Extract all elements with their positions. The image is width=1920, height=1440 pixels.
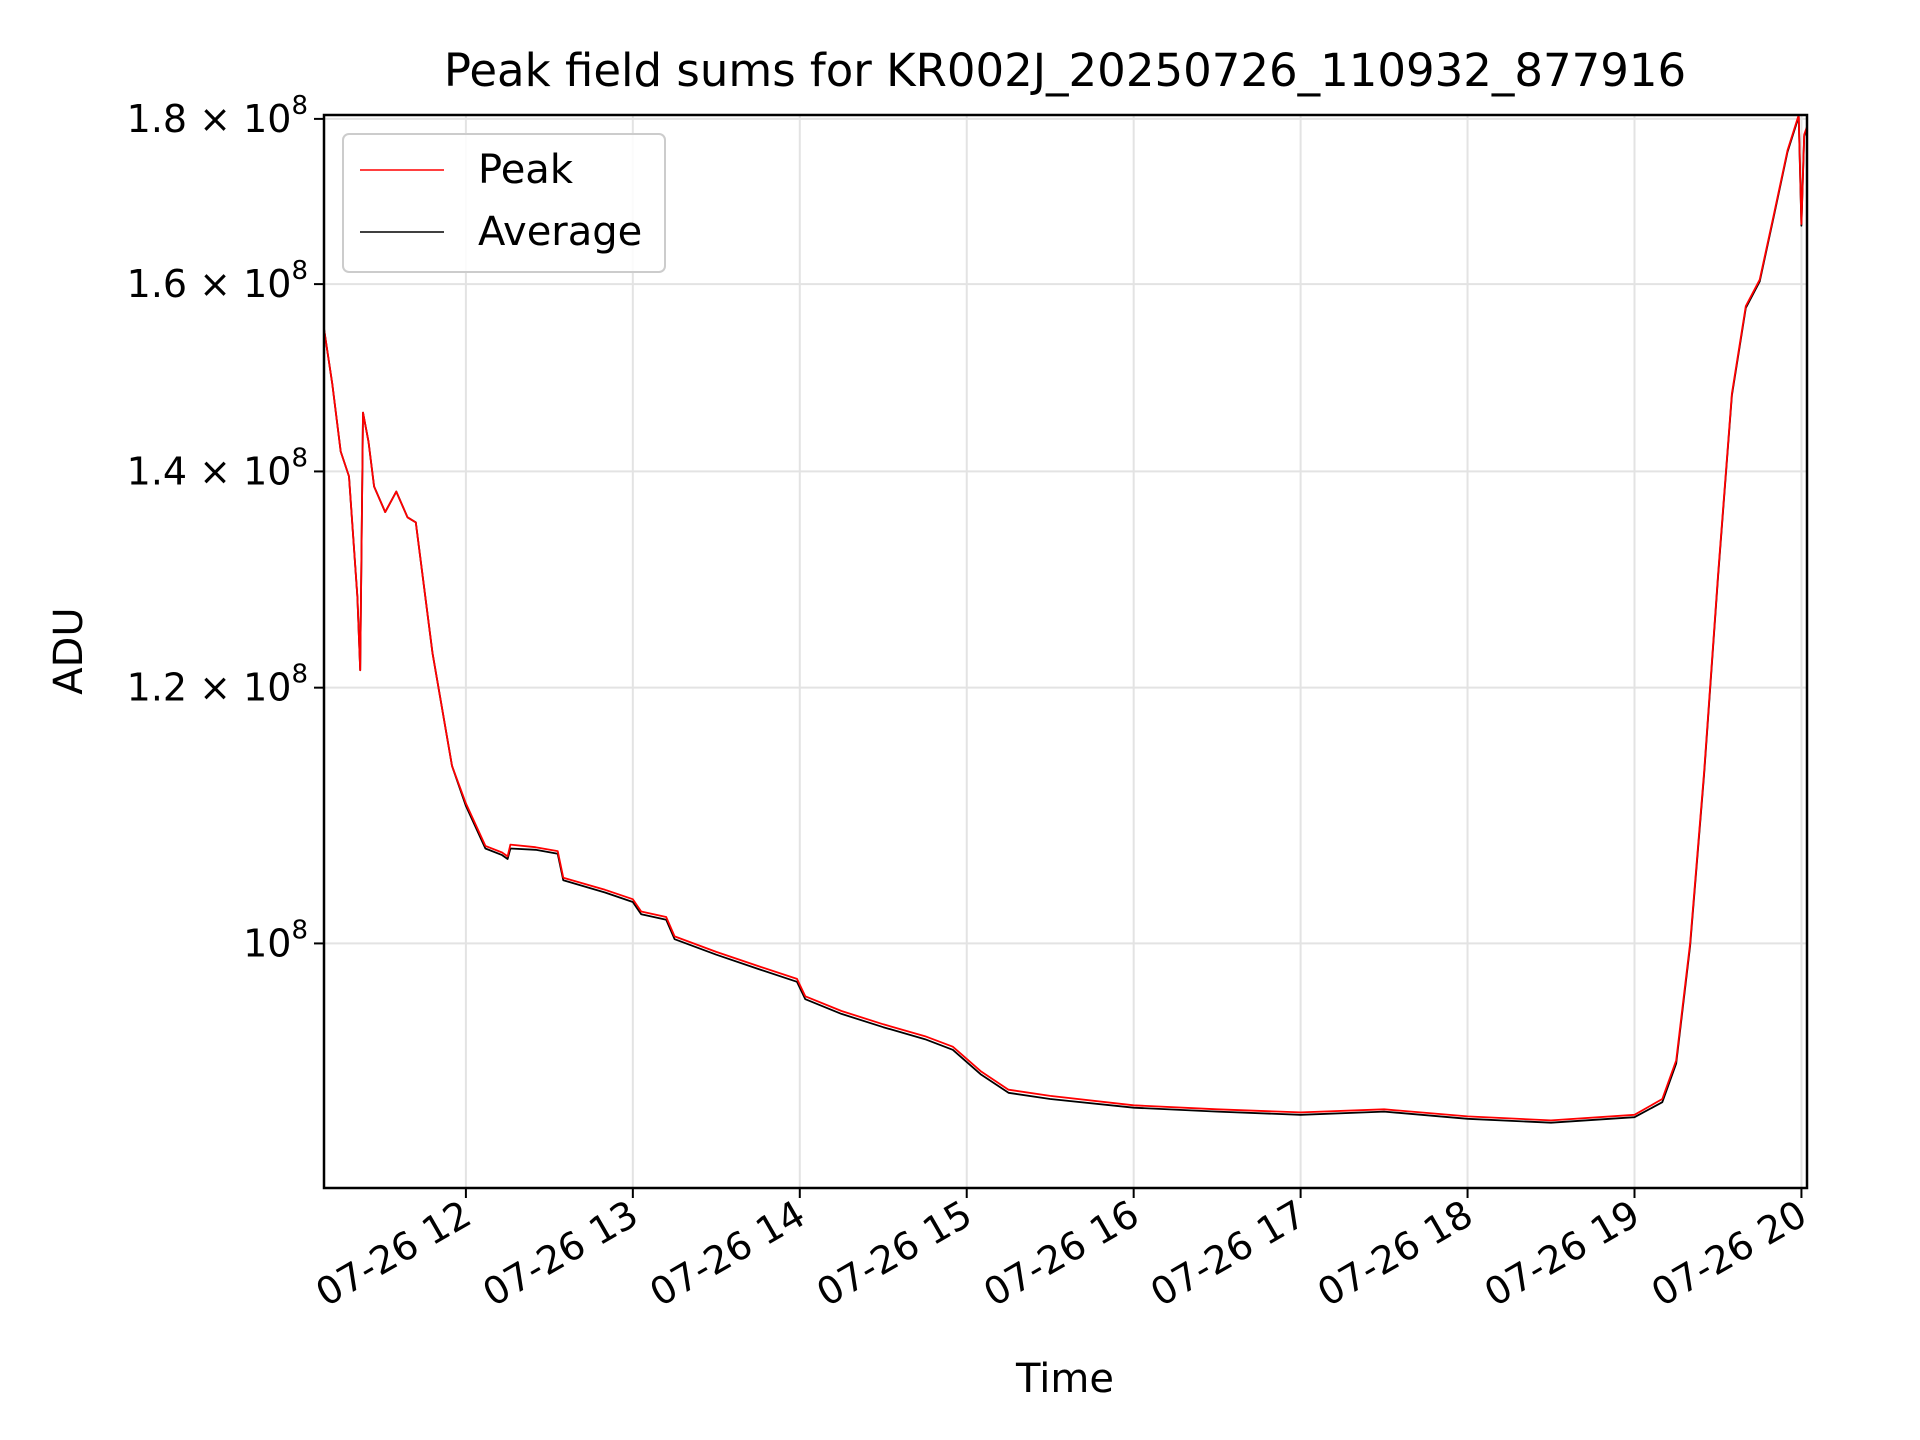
chart-title: Peak field sums for KR002J_20250726_1109…	[444, 44, 1686, 97]
plot-frame	[322, 113, 1809, 1190]
grid	[324, 115, 1807, 1188]
y-tick-label: 1.8 × 108	[127, 91, 308, 141]
y-tick-label: 1.2 × 108	[127, 660, 308, 710]
series-lines	[323, 114, 1808, 1124]
y-tick-label: 1.6 × 108	[127, 256, 308, 306]
x-axis-label: Time	[1015, 1356, 1114, 1402]
legend: Peak Average	[342, 133, 666, 273]
legend-box	[342, 133, 666, 273]
y-tick-label: 1.4 × 108	[127, 443, 308, 493]
legend-label-average: Average	[478, 209, 642, 255]
series-line-peak	[323, 114, 1808, 1122]
legend-label-peak: Peak	[478, 147, 574, 193]
y-tick-label: 108	[243, 915, 308, 965]
y-axis-ticks: 108 1.2 × 108 1.4 × 108 1.6 × 108 1.8 × 108	[127, 91, 324, 965]
y-axis-label: ADU	[46, 607, 92, 694]
